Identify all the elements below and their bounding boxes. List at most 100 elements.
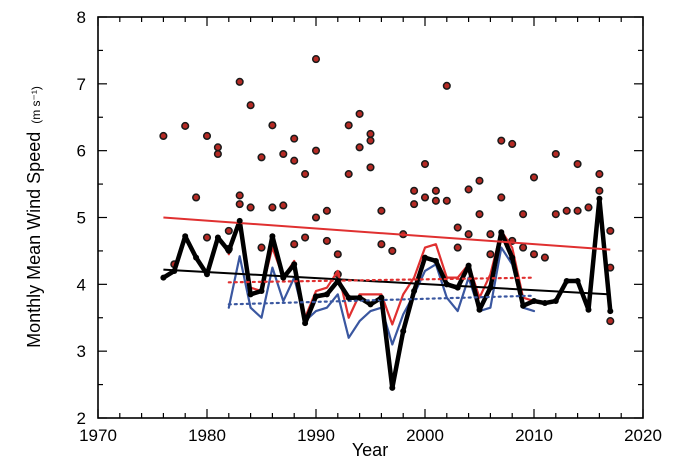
scatter-point [453,243,462,252]
series-marker [345,294,352,301]
series-marker [552,298,559,305]
y-tick-label: 3 [77,342,86,361]
series-lines [161,196,613,391]
x-tick-label: 2020 [624,426,662,445]
scatter-point [290,156,299,165]
series-marker [411,288,418,295]
scatter-point [529,173,539,182]
series-marker [280,274,287,281]
scatter-point [344,170,353,179]
y-tick-label: 7 [77,75,86,94]
series-marker [574,277,581,284]
series-marker [607,308,614,315]
series-marker [193,254,200,261]
series-marker [313,293,319,300]
svg-text:Monthly Mean Wind Speed: Monthly Mean Wind Speed (m s⁻¹) [24,86,44,348]
series-marker [247,291,254,298]
series-marker [454,284,461,291]
x-axis-title: Year [352,440,388,460]
series-marker [487,284,494,291]
scatter-point [235,191,244,200]
scatter-point [388,246,397,255]
scatter-point [595,170,604,179]
scatter-point [573,159,582,169]
series-marker [258,288,265,295]
plot-frame [97,16,644,419]
series-marker [182,233,189,240]
scatter-point [420,159,430,169]
scatter-point [366,136,375,145]
scatter-point [431,186,440,195]
axis-tick-labels: 1970 1980 1990 2000 2010 2020 2 3 4 5 6 7 8 [77,8,662,445]
series-markers [160,195,614,391]
scatter-points [159,55,615,326]
series-marker [291,261,298,268]
series-marker [422,254,428,261]
scatter-point [213,143,222,152]
series-marker [498,229,505,236]
scatter-point [519,243,528,252]
scatter-point [202,131,212,141]
y-axis-title: Monthly Mean Wind Speed [24,132,44,348]
series-marker [585,306,592,313]
scatter-point [420,193,430,202]
series-marker [509,254,516,261]
series-marker [476,306,483,313]
scatter-point [464,185,473,194]
series-marker [531,298,537,305]
scatter-point [202,233,212,242]
series-marker [356,294,363,301]
scatter-point [224,226,233,235]
scatter-point [508,139,517,149]
series-marker [378,294,385,301]
y-tick-label: 2 [77,409,86,428]
scatter-point [301,233,310,242]
scatter-point [159,131,168,141]
scatter-point [486,230,495,239]
scatter-point [540,253,549,262]
series-marker [443,281,450,288]
series-marker [225,247,232,254]
scatter-point [377,206,386,215]
scatter-point [584,203,593,212]
scatter-point [333,250,342,259]
series-marker [465,262,472,269]
scatter-point [322,236,331,245]
scatter-point [257,243,266,252]
scatter-point [366,163,375,172]
series-marker [400,328,407,335]
series-marker [171,267,178,274]
scatter-point [235,200,244,209]
series-marker [389,384,396,391]
scatter-point [355,109,364,118]
scatter-point [486,250,495,259]
scatter-point [301,170,310,179]
series-marker [334,277,341,284]
scatter-point [442,81,451,90]
x-tick-label: 2000 [406,426,444,445]
series-marker [204,271,210,278]
scatter-point [595,186,604,195]
scatter-point [431,196,440,205]
scatter-point [551,210,560,219]
series-marker [432,257,439,264]
trend-line [227,276,536,284]
scatter-point [268,121,277,130]
series-line-black [161,196,613,391]
y-tick-label: 4 [77,275,86,294]
scatter-point [268,203,277,212]
y-tick-label: 6 [77,142,86,161]
scatter-point [497,136,506,145]
scatter-point [213,149,222,159]
series-marker [596,195,603,202]
scatter-point [551,149,560,159]
scatter-point [453,223,462,232]
scatter-point [442,196,451,205]
scatter-point [573,206,582,215]
series-marker [367,301,374,308]
scatter-point [235,77,244,86]
scatter-point [290,134,299,143]
scatter-point [606,317,615,326]
scatter-point [257,153,266,162]
